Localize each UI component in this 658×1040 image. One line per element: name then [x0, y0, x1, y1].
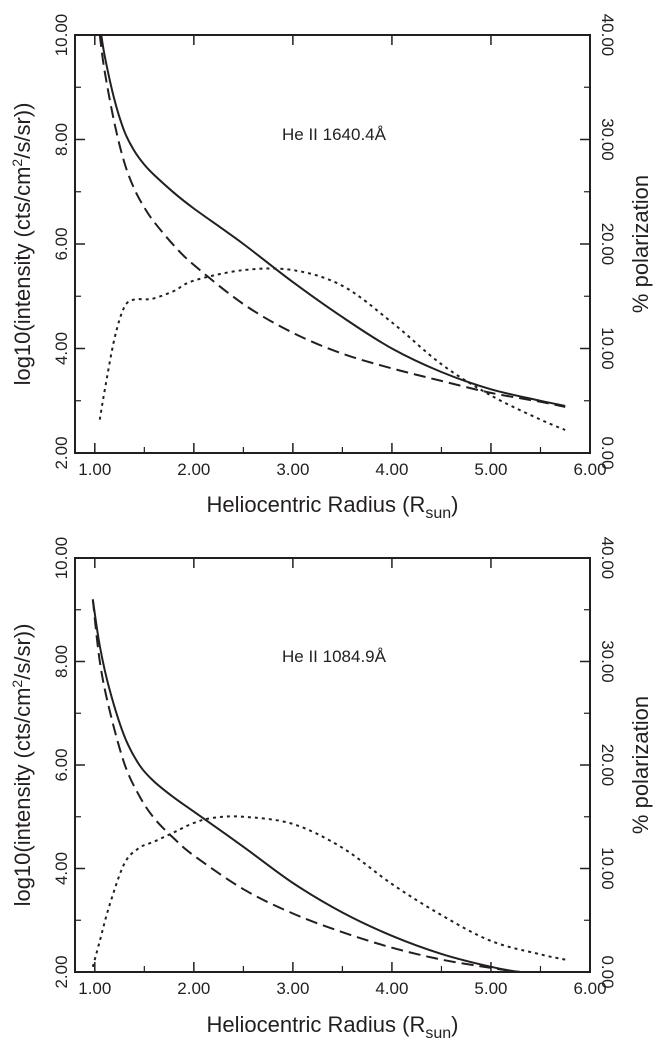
chart-2: 1.00 2.00 3.00 4.00 5.00 6.00 2.00 4.00 6.00 8.00…	[9, 537, 653, 1040]
y-tick-label: 8.00	[52, 123, 71, 156]
y-tick-label: 6.00	[52, 227, 71, 260]
y2-axis-title: % polarization	[628, 175, 653, 313]
x-tick-label: 2.00	[177, 460, 210, 479]
x-tick-label: 3.00	[276, 979, 309, 998]
series-line-dotted	[91, 815, 566, 968]
y2-tick-label: 0.00	[598, 955, 617, 988]
y-axis-title: log10(intensity (cts/cm2/s/sr))	[9, 624, 35, 907]
y-tick-label: 4.00	[52, 852, 71, 885]
x-axis-title: Heliocentric Radius (Rsun)	[207, 492, 459, 522]
y2-tick-label: 20.00	[598, 744, 617, 787]
x-tick-label: 1.00	[78, 979, 111, 998]
x-tick-label: 5.00	[474, 979, 507, 998]
y-tick-label: 4.00	[52, 332, 71, 365]
series-line-dashed	[98, 35, 566, 408]
x-tick-label: 6.00	[573, 460, 606, 479]
x-tick-label: 6.00	[573, 979, 606, 998]
x-tick-label: 1.00	[78, 460, 111, 479]
y2-tick-label: 10.00	[598, 847, 617, 890]
line-annotation: He II 1640.4Å	[282, 125, 387, 144]
series-line-dashed	[91, 599, 566, 972]
y2-tick-label: 40.00	[598, 14, 617, 57]
y-tick-label: 6.00	[52, 748, 71, 781]
y-tick-label: 10.00	[52, 537, 71, 580]
series-line-solid	[100, 35, 566, 407]
x-tick-label: 4.00	[375, 460, 408, 479]
y-tick-label: 2.00	[52, 955, 71, 988]
x-tick-label: 5.00	[474, 460, 507, 479]
chart-1: 1.00 2.00 3.00 4.00 5.00 6.00 2.00 4.00 6.00 8.00…	[9, 14, 653, 522]
x-axis-title: Heliocentric Radius (Rsun)	[207, 1012, 459, 1040]
y-tick-label: 2.00	[52, 436, 71, 469]
plot-frame	[74, 557, 591, 973]
x-tick-label: 3.00	[276, 460, 309, 479]
x-tick-label: 2.00	[177, 979, 210, 998]
line-annotation: He II 1084.9Å	[282, 647, 387, 666]
y2-tick-label: 40.00	[598, 537, 617, 580]
y-tick-label: 10.00	[52, 14, 71, 57]
y2-tick-label: 20.00	[598, 223, 617, 266]
plot-frame	[74, 34, 591, 454]
y2-tick-label: 30.00	[598, 640, 617, 683]
x-tick-label: 4.00	[375, 979, 408, 998]
y2-tick-label: 30.00	[598, 118, 617, 161]
y2-tick-label: 10.00	[598, 327, 617, 370]
y-tick-label: 8.00	[52, 645, 71, 678]
y2-tick-label: 0.00	[598, 436, 617, 469]
y-axis-title: log10(intensity (cts/cm2/s/sr))	[9, 103, 35, 386]
y2-axis-title: % polarization	[628, 696, 653, 834]
